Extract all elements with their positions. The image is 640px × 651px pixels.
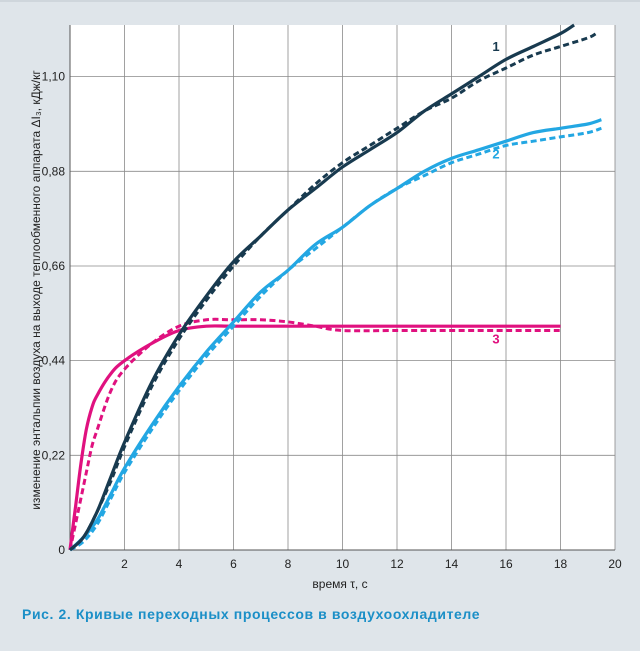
- y-tick-label: 0,88: [42, 164, 66, 178]
- series-1-solid-line: [68, 23, 575, 552]
- x-tick-label: 14: [445, 557, 459, 571]
- y-tick-label: 0: [58, 543, 65, 557]
- x-tick-label: 8: [285, 557, 292, 571]
- series-lines: [68, 23, 602, 552]
- series-2-dashed-line: [68, 32, 597, 552]
- x-tick-label: 4: [176, 557, 183, 571]
- annotations: 1 2 3: [492, 39, 499, 347]
- x-tick-label: 16: [499, 557, 513, 571]
- curve-label-1: 1: [492, 39, 499, 54]
- x-tick-label: 2: [121, 557, 128, 571]
- x-tick-label: 10: [336, 557, 350, 571]
- top-border: [0, 0, 640, 2]
- x-tick-label: 20: [608, 557, 622, 571]
- series-3-solid-line: [68, 118, 602, 552]
- x-tick-label: 6: [230, 557, 237, 571]
- x-axis-label: время τ, с: [312, 577, 368, 591]
- series-5-solid-line: [68, 324, 561, 551]
- y-tick-label: 0,66: [42, 259, 66, 273]
- curve-label-3: 3: [492, 331, 499, 346]
- series-4-dashed-line: [69, 126, 602, 552]
- figure-caption: Рис. 2. Кривые переходных процессов в во…: [22, 606, 481, 622]
- grid: [69, 25, 616, 551]
- y-tick-label: 0,22: [42, 448, 66, 462]
- y-tick-label: 1,10: [42, 70, 66, 84]
- series-6-dashed-line: [68, 317, 561, 551]
- tick-labels: 2 4 6 8 10 12 14 16 18 20 0 0,22 0,44 0,66 0,88 1,10: [42, 70, 622, 571]
- y-tick-label: 0,44: [42, 354, 66, 368]
- y-axis-label: изменение энтальпии воздуха на выходе те…: [29, 70, 43, 510]
- x-tick-label: 12: [390, 557, 404, 571]
- curve-label-2: 2: [492, 146, 499, 161]
- x-tick-label: 18: [554, 557, 568, 571]
